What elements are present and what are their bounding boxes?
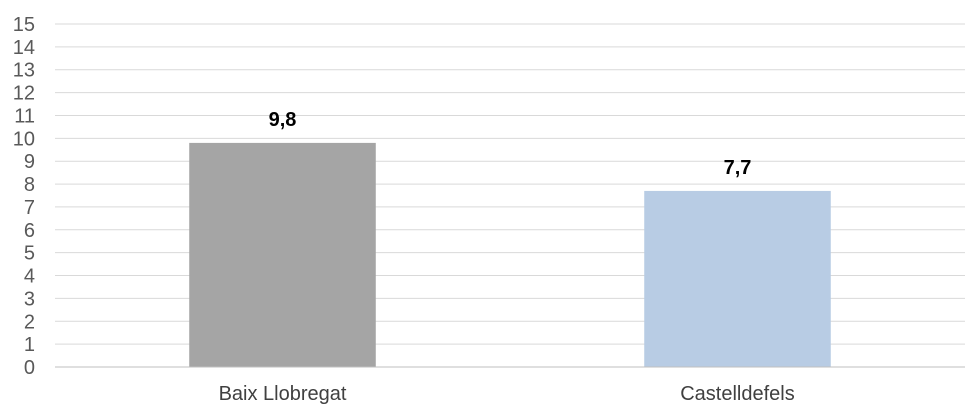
y-tick-label: 14 [13, 37, 35, 59]
y-tick-label: 1 [24, 334, 35, 356]
y-tick-label: 13 [13, 60, 35, 82]
bar [189, 142, 376, 367]
bars [189, 142, 831, 367]
data-label: 7,7 [724, 157, 752, 179]
y-tick-label: 4 [24, 266, 35, 288]
y-tick-label: 6 [24, 220, 35, 242]
y-tick-label: 7 [24, 197, 35, 219]
y-tick-label: 2 [24, 311, 35, 333]
category-label: Castelldefels [680, 383, 795, 405]
category-label: Baix Llobregat [219, 383, 347, 405]
data-label: 9,8 [269, 109, 297, 131]
y-tick-label: 0 [24, 357, 35, 379]
y-tick-label: 5 [24, 243, 35, 265]
data-labels: 9,8 7,7 [269, 109, 752, 179]
y-tick-label: 15 [13, 14, 35, 36]
y-tick-label: 8 [24, 174, 35, 196]
y-tick-label: 12 [13, 83, 35, 105]
y-tick-label: 11 [14, 105, 35, 127]
category-labels: Baix Llobregat Castelldefels [219, 383, 795, 405]
y-tick-label: 10 [13, 128, 35, 150]
y-tick-label: 9 [24, 151, 35, 173]
y-tick-label: 3 [24, 288, 35, 310]
bar [644, 190, 831, 367]
